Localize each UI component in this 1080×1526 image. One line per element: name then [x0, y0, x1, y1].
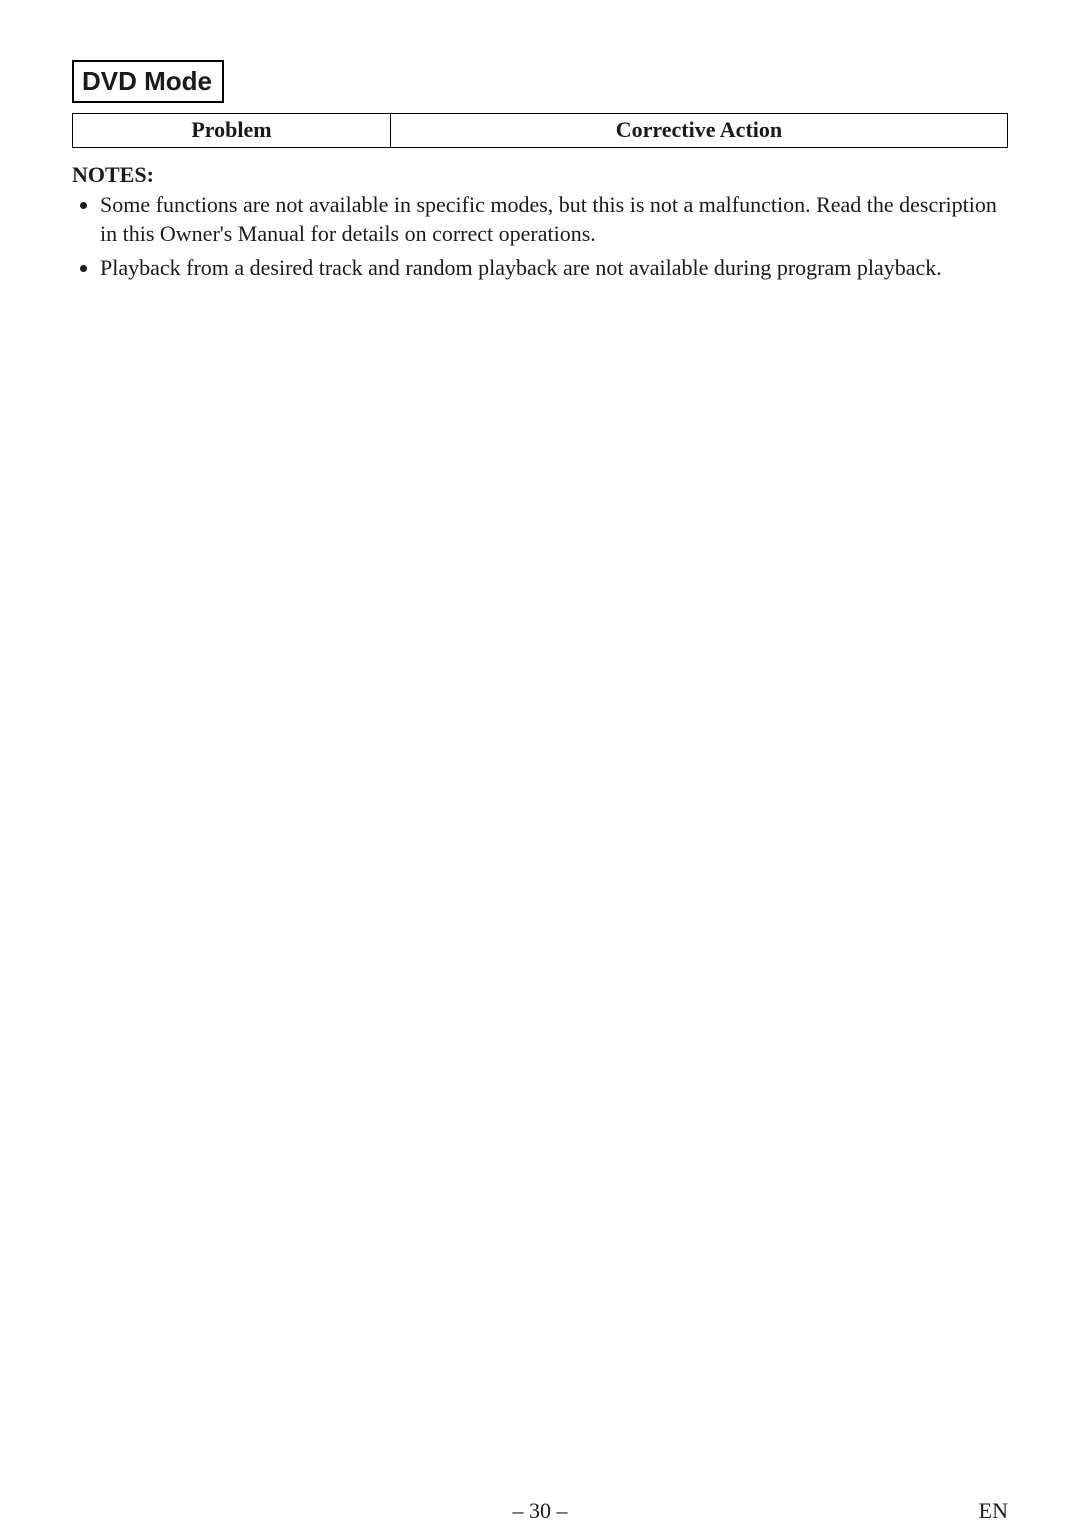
note-item: Some functions are not available in spec…	[100, 190, 1008, 249]
mode-title-box: DVD Mode	[72, 60, 224, 103]
troubleshooting-table: Problem Corrective Action	[72, 113, 1008, 148]
header-action: Corrective Action	[390, 114, 1007, 148]
page-number: – 30 –	[0, 1498, 1080, 1524]
note-item: Playback from a desired track and random…	[100, 253, 1008, 283]
manual-page: DVD Mode Problem Corrective Action NOTES…	[0, 0, 1080, 1526]
page-language: EN	[979, 1498, 1008, 1524]
notes-heading: NOTES:	[72, 162, 1008, 188]
mode-title: DVD Mode	[82, 66, 212, 96]
notes-list: Some functions are not available in spec…	[72, 190, 1008, 283]
table-header-row: Problem Corrective Action	[73, 114, 1008, 148]
header-problem: Problem	[73, 114, 391, 148]
